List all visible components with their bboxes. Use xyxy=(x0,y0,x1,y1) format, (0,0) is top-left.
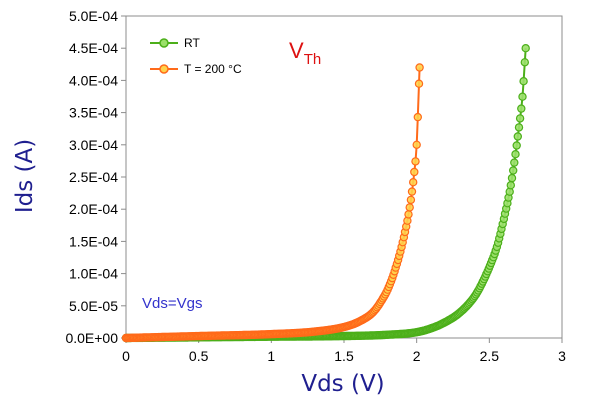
data-point xyxy=(404,210,413,219)
data-point xyxy=(519,76,528,86)
y-tick-label: 1.5E-04 xyxy=(69,233,118,249)
x-tick-label: 3 xyxy=(558,348,566,364)
data-point xyxy=(410,167,419,177)
x-tick-label: 2.5 xyxy=(480,348,500,364)
data-point xyxy=(509,166,518,175)
data-point xyxy=(411,157,420,166)
x-tick-label: 0 xyxy=(122,348,130,364)
data-point xyxy=(405,203,414,212)
data-point xyxy=(413,112,422,122)
y-axis-title: Ids (A) xyxy=(12,139,38,213)
y-tick-label: 1.0E-04 xyxy=(69,266,118,282)
data-point xyxy=(518,92,527,101)
y-tick-labels: 0.0E+00 5.0E-05 1.0E-04 1.5E-04 2.0E-04 2.5E-… xyxy=(65,8,126,346)
data-point xyxy=(517,104,526,113)
y-tick-label: 4.0E-04 xyxy=(69,72,118,88)
series-1 xyxy=(121,63,424,343)
data-point xyxy=(506,180,515,190)
data-point xyxy=(513,132,523,141)
data-point xyxy=(521,44,530,53)
y-tick-label: 2.0E-04 xyxy=(69,201,118,217)
data-point xyxy=(407,187,417,196)
y-tick-label: 5.0E-04 xyxy=(69,8,118,24)
data-point xyxy=(412,140,421,149)
data-point xyxy=(415,63,424,72)
data-point xyxy=(409,177,418,187)
y-tick-label: 4.5E-04 xyxy=(69,40,118,56)
data-point xyxy=(520,58,530,67)
data-point xyxy=(507,173,517,183)
series-layer xyxy=(121,44,530,343)
legend-label-rt: RT xyxy=(184,36,200,50)
vth-annotation: VTh xyxy=(289,38,321,68)
legend-marker-200c xyxy=(159,64,169,74)
data-point xyxy=(414,79,424,88)
legend-label-200c: T = 200 °C xyxy=(184,62,242,76)
x-tick-label: 0.5 xyxy=(189,348,209,364)
vds-vgs-annotation: Vds=Vgs xyxy=(142,295,202,312)
vth-main: V xyxy=(289,38,304,63)
data-point xyxy=(512,141,521,150)
vth-subscript: Th xyxy=(304,51,322,68)
x-tick-label: 1.5 xyxy=(334,348,354,364)
x-tick-label: 2 xyxy=(413,348,421,364)
x-tick-label: 1 xyxy=(267,348,275,364)
data-point xyxy=(510,158,519,167)
x-tick-labels: 0 0.5 1 1.5 2 2.5 3 xyxy=(122,338,566,364)
data-point xyxy=(511,149,520,159)
y-tick-label: 3.0E-04 xyxy=(69,137,118,153)
data-point xyxy=(514,123,524,132)
y-tick-label: 5.0E-05 xyxy=(69,298,118,314)
x-axis-title: Vds (V) xyxy=(301,371,384,397)
y-tick-label: 3.5E-04 xyxy=(69,105,118,121)
data-point xyxy=(406,195,416,205)
legend: RT T = 200 °C xyxy=(150,36,242,76)
data-point xyxy=(515,114,525,123)
y-tick-label: 2.5E-04 xyxy=(69,169,118,185)
legend-marker-rt xyxy=(159,38,169,48)
y-tick-label: 0.0E+00 xyxy=(65,330,118,346)
